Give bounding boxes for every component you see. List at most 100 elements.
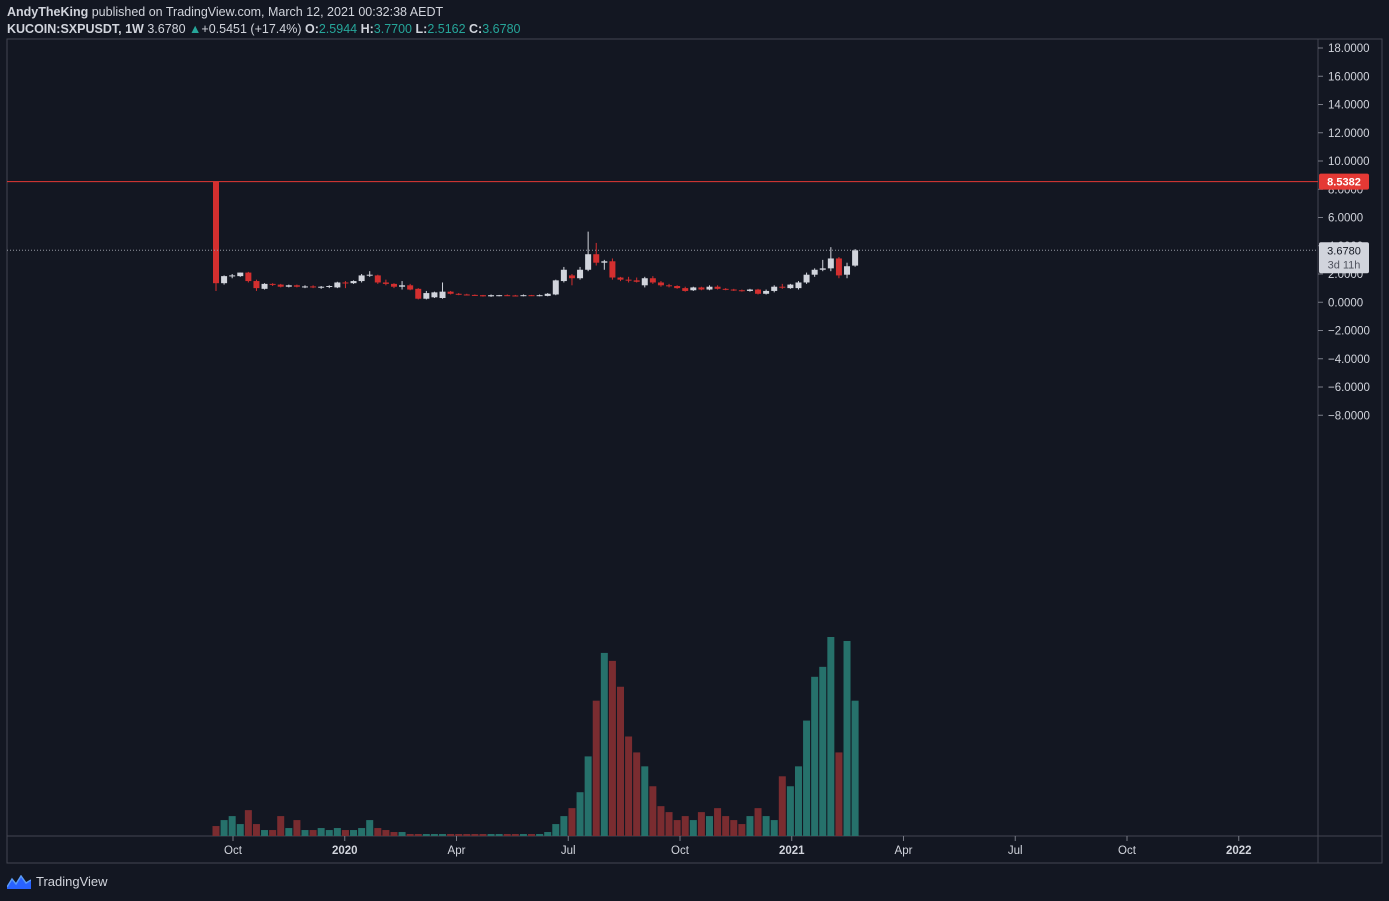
candle-body-down — [269, 283, 276, 285]
horizontal-line[interactable]: 8.5382 — [7, 173, 1369, 190]
volume-bar — [374, 828, 382, 836]
time-axis[interactable]: Oct 2020 Apr Jul Oct 2021 Apr Jul Oct 2022 — [224, 836, 1252, 857]
candle-body-up — [439, 291, 446, 299]
candle-body-up — [488, 295, 495, 297]
candle-body-up — [399, 285, 406, 287]
candle-body-up — [301, 286, 308, 288]
candle-body-down — [835, 258, 842, 276]
candle-body-down — [649, 278, 656, 283]
volume-bar — [592, 700, 600, 836]
volume-bar — [705, 816, 713, 836]
candle-body-up — [350, 281, 357, 284]
y-tick-label: −4.0000 — [1328, 354, 1370, 366]
author-name[interactable]: AndyTheKing — [7, 5, 89, 19]
y-tick-label: 18.0000 — [1328, 43, 1370, 55]
publish-info: published on TradingView.com, March 12, … — [91, 5, 444, 19]
volume-bar — [641, 766, 649, 836]
candle-body-up — [803, 274, 810, 283]
candles — [213, 181, 859, 300]
volume-bar — [689, 820, 697, 836]
volume-bar — [277, 816, 285, 836]
x-tick-label: 2021 — [779, 845, 805, 857]
volume-bar — [325, 830, 333, 836]
candle-body-up — [318, 286, 325, 288]
volume-bar — [649, 786, 657, 836]
candle-body-down — [245, 272, 252, 282]
candle-body-down — [471, 294, 478, 296]
volume-bar — [236, 824, 244, 836]
volume-bar — [487, 834, 495, 836]
volume-bar — [528, 834, 536, 836]
volume-bar — [625, 736, 633, 836]
close-label: C: — [469, 22, 483, 36]
chart-frame — [6, 38, 1383, 864]
candle-body-down — [407, 285, 414, 290]
candle-body-down — [698, 287, 705, 290]
volume-bar — [220, 820, 228, 836]
chart-header: AndyTheKing published on TradingView.com… — [7, 4, 520, 38]
volume-bar — [746, 816, 754, 836]
candle-body-down — [617, 277, 624, 280]
volume-bar — [600, 652, 608, 836]
x-tick-label: 2020 — [332, 845, 358, 857]
volume-bar — [560, 816, 568, 836]
volume-bar — [673, 820, 681, 836]
publish-line: AndyTheKing published on TradingView.com… — [7, 4, 520, 21]
volume-bar — [544, 832, 552, 836]
candle-body-up — [771, 286, 778, 291]
candle-body-up — [601, 261, 608, 263]
ohlc-line: KUCOIN:SXPUSDT, 1W 3.6780 ▲+0.5451 (+17.… — [7, 21, 520, 38]
candle-body-up — [641, 278, 648, 286]
volume-bar — [584, 756, 592, 836]
volume-bar — [471, 834, 479, 836]
last-price: 3.6780 — [147, 22, 186, 36]
volume-bar — [770, 820, 778, 836]
volume-bar — [657, 806, 665, 836]
y-tick-label: −6.0000 — [1328, 382, 1370, 394]
x-tick-label: Oct — [671, 845, 690, 857]
volume-bar — [366, 820, 374, 836]
candle-body-down — [625, 279, 632, 281]
candle-body-up — [520, 295, 527, 297]
candle-body-up — [827, 258, 834, 269]
candle-body-up — [285, 285, 292, 287]
volume-bar — [835, 752, 843, 836]
volume-bar — [738, 824, 746, 836]
footer-brand-label: TradingView — [36, 874, 108, 889]
candle-body-up — [763, 290, 770, 294]
candle-body-up — [560, 269, 567, 282]
price-axis[interactable]: 18.000016.000014.000012.000010.00008.000… — [1318, 43, 1370, 422]
candle-body-down — [722, 288, 729, 290]
volume-bar — [341, 830, 349, 836]
volume-bar — [406, 834, 414, 836]
tradingview-logo-icon — [7, 874, 31, 889]
footer-brand[interactable]: TradingView — [7, 874, 108, 889]
volume-bar — [350, 830, 358, 836]
low-label: L: — [415, 22, 428, 36]
candle-body-up — [536, 295, 543, 297]
y-tick-label: −8.0000 — [1328, 410, 1370, 422]
volume-bar — [714, 808, 722, 836]
volume-bar — [495, 834, 503, 836]
volume-bar — [608, 660, 616, 836]
x-tick-label: Jul — [561, 845, 576, 857]
candle-body-up — [706, 286, 713, 290]
volume-bar — [244, 810, 252, 836]
volume-bar — [293, 820, 301, 836]
candle-body-up — [261, 283, 268, 289]
volume-bar — [778, 776, 786, 836]
candle-body-down — [479, 295, 486, 297]
candle-body-down — [738, 290, 745, 292]
candle-body-down — [253, 281, 260, 289]
symbol-label[interactable]: KUCOIN:SXPUSDT, 1W — [7, 22, 144, 36]
volume-bar — [390, 832, 398, 836]
candle-body-down — [633, 280, 640, 282]
y-tick-label: 16.0000 — [1328, 71, 1370, 83]
volume-bar — [414, 834, 422, 836]
up-triangle-icon: ▲ — [189, 22, 202, 36]
candle-body-up — [844, 266, 851, 275]
volume-bar — [681, 816, 689, 836]
candle-body-up — [366, 274, 373, 276]
volume-bar — [576, 792, 584, 836]
